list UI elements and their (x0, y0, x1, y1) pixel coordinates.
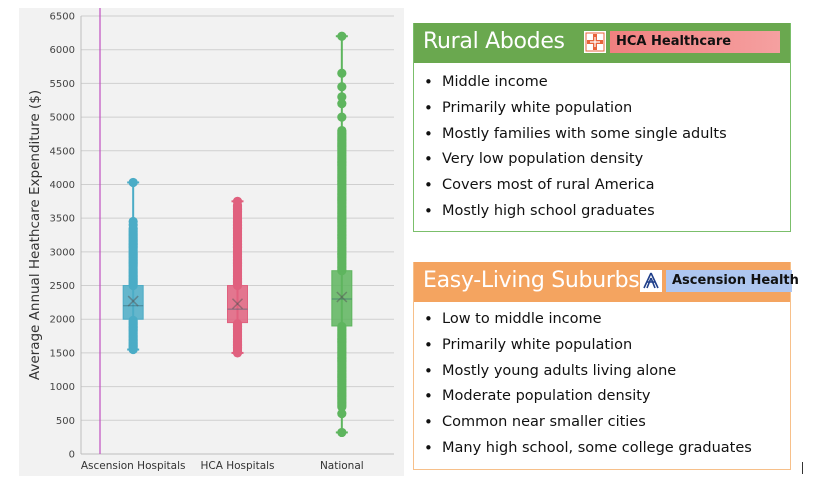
list-item: Moderate population density (414, 384, 790, 410)
outlier-point (337, 408, 347, 419)
y-tick-label: 4000 (50, 180, 75, 191)
outlier-point (337, 112, 347, 122)
outlier-point (337, 82, 347, 92)
mean-marker (127, 295, 139, 307)
list-item: Primarily white population (414, 96, 790, 122)
y-tick-label: 1500 (50, 348, 75, 359)
outlier-point (128, 216, 138, 227)
hca-logo-icon (584, 31, 606, 53)
outlier-point (337, 427, 347, 438)
list-item: Covers most of rural America (414, 173, 790, 199)
list-item: Mostly high school graduates (414, 199, 790, 225)
y-tick-label: 5000 (50, 113, 75, 124)
ascension-brand-badge: Ascension Health (640, 270, 799, 292)
list-item: Primarily white population (414, 333, 790, 359)
easy-living-suburbs-title: Easy-Living Suburbs (423, 268, 640, 293)
outlier-point (337, 68, 347, 78)
rural-abodes-card: Rural Abodes HCA Healthcare Middle incom… (413, 23, 791, 232)
y-tick-label: 4500 (50, 146, 75, 157)
hca-brand-name: HCA Healthcare (610, 31, 780, 53)
rural-abodes-list: Middle income Primarily white population… (414, 63, 790, 225)
list-item: Very low population density (414, 147, 790, 173)
outlier-point (337, 92, 347, 102)
mean-marker (336, 291, 348, 303)
boxplot-chart: 0 500 1000 1500 2000 2500 3000 3500 4000 4500 5000… (19, 8, 404, 476)
y-tick-label: 0 (69, 450, 75, 461)
boxplot-svg: 0 500 1000 1500 2000 2500 3000 3500 4000 4500 5000… (27, 8, 394, 472)
text-cursor (802, 462, 803, 474)
list-item: Mostly young adults living alone (414, 359, 790, 385)
list-item: Middle income (414, 70, 790, 96)
list-item: Common near smaller cities (414, 410, 790, 436)
outlier-point (232, 196, 243, 206)
x-tick-label: Ascension Hospitals (81, 460, 186, 472)
y-tick-label: 6500 (50, 12, 75, 23)
y-tick-label: 2500 (50, 281, 75, 292)
x-tick-label: National (320, 460, 364, 472)
y-tick-label: 5500 (50, 79, 75, 90)
easy-living-suburbs-header: Easy-Living Suburbs Ascension Health (414, 262, 799, 302)
box (331, 270, 353, 327)
y-tick-label: 2000 (50, 315, 75, 326)
outlier-point (128, 177, 138, 188)
hca-brand-badge: HCA Healthcare (584, 31, 780, 53)
outlier-point (337, 31, 347, 41)
outlier-point (337, 125, 347, 136)
list-item: Mostly families with some single adults (414, 122, 790, 148)
mean-marker (231, 298, 244, 310)
y-tick-label: 6000 (50, 45, 75, 56)
x-tick-label: HCA Hospitals (200, 460, 274, 472)
rural-abodes-header: Rural Abodes HCA Healthcare (414, 23, 790, 63)
easy-living-suburbs-card: Easy-Living Suburbs Ascension Health Low… (413, 262, 799, 470)
box (122, 285, 144, 320)
list-item: Many high school, some college graduates (414, 436, 790, 462)
y-axis-label: Average Annual Heathcare Expenditure ($) (27, 90, 43, 380)
ascension-logo-icon (640, 270, 662, 292)
list-item: Low to middle income (414, 307, 790, 333)
y-tick-label: 500 (56, 416, 75, 427)
easy-living-suburbs-list: Low to middle income Primarily white pop… (414, 302, 790, 462)
y-tick-label: 3000 (50, 247, 75, 258)
ascension-brand-name: Ascension Health (666, 270, 799, 292)
outlier-point (337, 99, 347, 109)
rural-abodes-title: Rural Abodes (423, 29, 565, 54)
y-tick-label: 1000 (50, 382, 75, 393)
y-tick-label: 3500 (50, 214, 75, 225)
